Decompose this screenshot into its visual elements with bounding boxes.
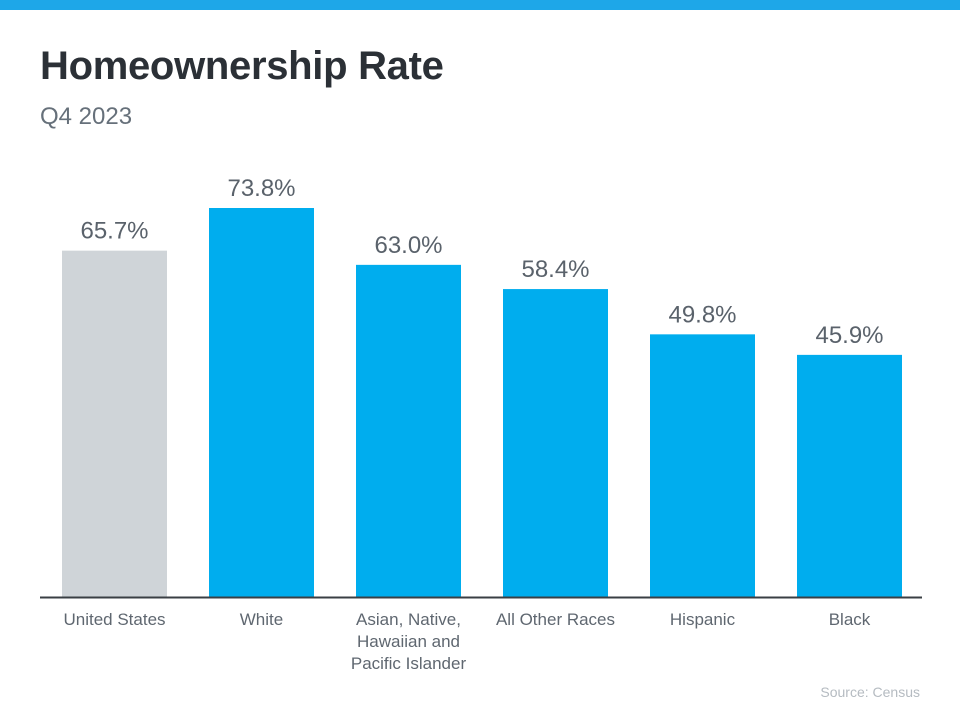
value-label-3: 58.4% bbox=[521, 256, 589, 283]
category-label-line: White bbox=[240, 610, 283, 629]
category-label-line: Pacific Islander bbox=[351, 654, 467, 673]
bar-1 bbox=[209, 208, 314, 597]
category-label-5: Black bbox=[829, 610, 871, 629]
source-note: Source: Census bbox=[820, 684, 920, 700]
category-label-line: Black bbox=[829, 610, 871, 629]
category-label-line: All Other Races bbox=[496, 610, 615, 629]
value-label-5: 45.9% bbox=[815, 322, 883, 349]
bar-0 bbox=[62, 250, 167, 597]
value-labels-group: 65.7% 73.8% 63.0% 58.4% 49.8% 45.9% bbox=[80, 175, 883, 349]
category-label-4: Hispanic bbox=[670, 610, 736, 629]
chart-subtitle: Q4 2023 bbox=[40, 103, 133, 130]
category-label-line: United States bbox=[63, 610, 165, 629]
category-label-line: Hispanic bbox=[670, 610, 736, 629]
bar-4 bbox=[650, 334, 755, 597]
bar-3 bbox=[503, 289, 608, 597]
value-label-2: 63.0% bbox=[374, 232, 442, 259]
value-label-0: 65.7% bbox=[80, 218, 148, 245]
category-label-0: United States bbox=[63, 610, 165, 629]
category-label-2: Asian, Native, Hawaiian and Pacific Island… bbox=[351, 610, 467, 673]
chart-title: Homeownership Rate bbox=[40, 44, 444, 88]
bar-5 bbox=[797, 354, 902, 597]
top-accent-band bbox=[0, 0, 960, 10]
value-label-4: 49.8% bbox=[668, 301, 736, 328]
category-label-line: Hawaiian and bbox=[357, 632, 460, 651]
value-label-1: 73.8% bbox=[227, 175, 295, 202]
bars-group bbox=[62, 208, 902, 597]
category-label-1: White bbox=[240, 610, 283, 629]
category-labels-group: United States White Asian, Native, Hawaiian… bbox=[63, 610, 870, 673]
category-label-3: All Other Races bbox=[496, 610, 615, 629]
bar-2 bbox=[356, 264, 461, 597]
category-label-line: Asian, Native, bbox=[356, 610, 461, 629]
